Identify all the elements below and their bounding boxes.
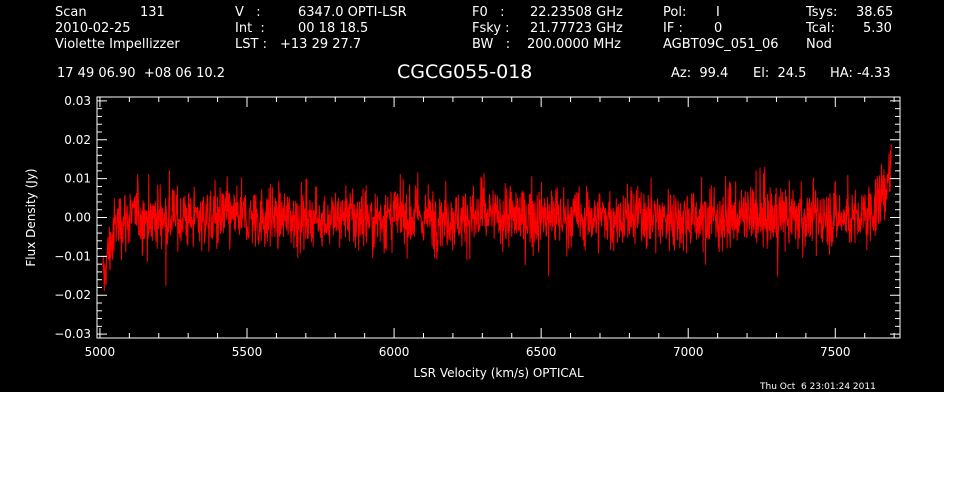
x-tick-label: 6000 (379, 345, 410, 359)
spectrum-trace (102, 143, 892, 292)
velocity-label: V : (235, 5, 261, 20)
y-tick-label: −0.01 (54, 249, 91, 263)
y-axis-title: Flux Density (Jy) (24, 168, 38, 266)
scan-value: 131 (140, 5, 165, 20)
lst-label: LST : (235, 37, 267, 52)
int-label: Int : (235, 21, 265, 36)
tsys-label: Tsys: (806, 5, 838, 20)
timestamp: Thu Oct 6 23:01:24 2011 (760, 382, 876, 392)
observer-name: Violette Impellizzer (55, 37, 180, 52)
obs-date: 2010-02-25 (55, 21, 131, 36)
tcal-label: Tcal: (806, 21, 835, 36)
y-tick-label: 0.00 (64, 211, 91, 225)
y-tick-label: −0.03 (54, 327, 91, 341)
bw-value: 200.0000 MHz (527, 37, 621, 52)
scan-label: Scan (55, 5, 87, 20)
spectrum-trace-group (102, 143, 892, 292)
y-tick-label: 0.03 (64, 94, 91, 108)
proc-name: Nod (806, 37, 832, 52)
elevation: El: 24.5 (753, 66, 807, 81)
lst-value: +13 29 27.7 (280, 37, 362, 52)
if-label: IF : (663, 21, 683, 36)
tcal-value: 5.30 (863, 21, 892, 36)
x-tick-label: 7500 (820, 345, 851, 359)
tsys-value: 38.65 (856, 5, 894, 20)
spectrum-plot: 5000 5500 6000 6500 7000 7500 −0.03 −0.02 −0.01 0… (24, 94, 901, 380)
source-name: CGCG055-018 (397, 61, 533, 83)
project-id: AGBT09C_051_06 (663, 37, 779, 52)
velocity-value: 6347.0 OPTI-LSR (298, 5, 407, 20)
pol-label: Pol: (663, 5, 687, 20)
x-tick-label: 5500 (232, 345, 263, 359)
x-tick-label: 6500 (526, 345, 557, 359)
if-value: 0 (714, 21, 723, 36)
x-tick-label: 5000 (85, 345, 116, 359)
y-tick-label: 0.01 (64, 172, 91, 186)
bw-label: BW : (472, 37, 511, 52)
hour-angle: HA: -4.33 (830, 66, 891, 81)
f0-value: 22.23508 GHz (530, 5, 623, 20)
plot-window: Scan 131 2010-02-25 Violette Impellizzer… (0, 0, 944, 392)
fsky-label: Fsky : (472, 21, 510, 36)
axis-ticks: 5000 5500 6000 6500 7000 7500 −0.03 −0.02 −0.01 0… (54, 94, 900, 359)
f0-label: F0 : (472, 5, 505, 20)
fsky-value: 21.77723 GHz (530, 21, 623, 36)
coords: 17 49 06.90 +08 06 10.2 (57, 66, 226, 81)
azimuth: Az: 99.4 (671, 66, 729, 81)
y-tick-label: −0.02 (54, 288, 91, 302)
int-value: 00 18 18.5 (298, 21, 369, 36)
x-tick-label: 7000 (673, 345, 704, 359)
x-axis-title: LSR Velocity (km/s) OPTICAL (413, 366, 584, 380)
y-tick-label: 0.02 (64, 133, 91, 147)
pol-value: I (716, 5, 720, 20)
